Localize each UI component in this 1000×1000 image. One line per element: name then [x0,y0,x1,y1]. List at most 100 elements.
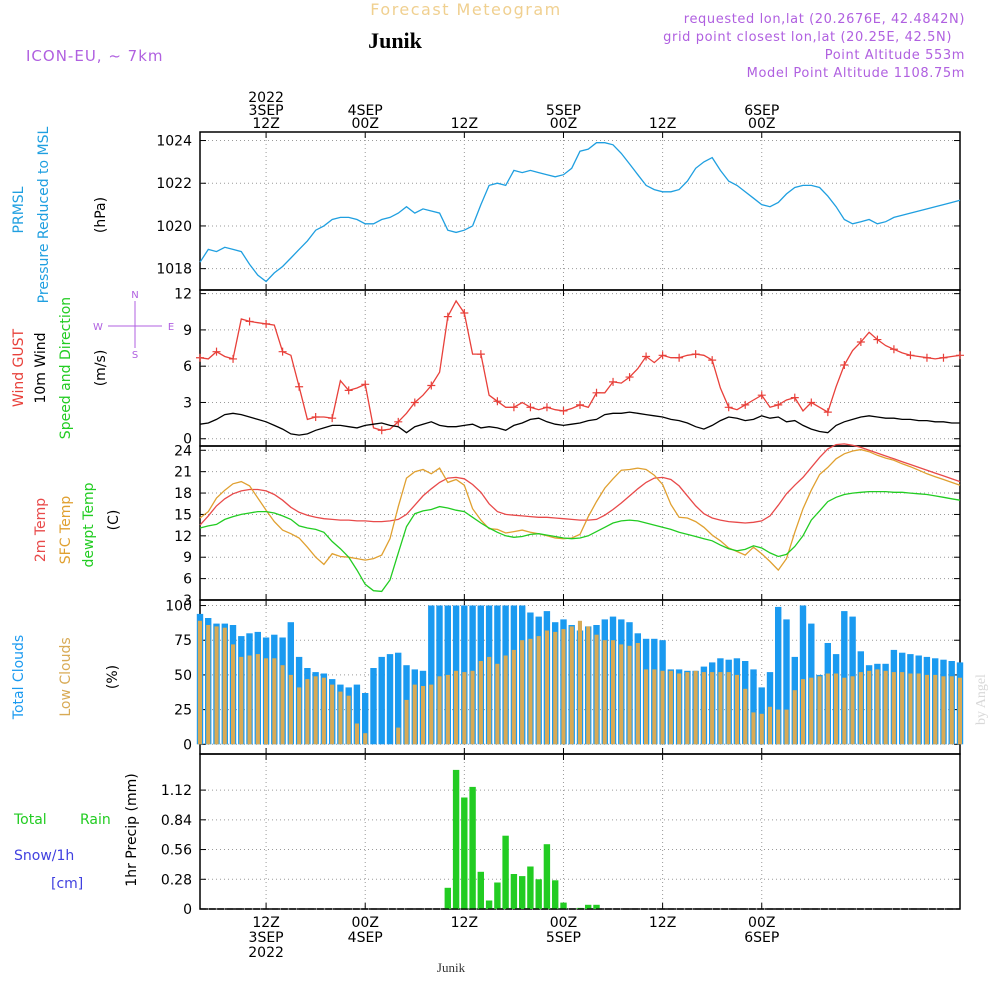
clouds-bar-1-58 [677,673,682,745]
pressure-series-line-0 [199,142,961,283]
gust-marker-16 [328,414,337,423]
clouds-label-low: Low Clouds [58,637,74,716]
clouds-bar-1-0 [197,620,202,745]
precipitation-bar-0-39 [519,876,526,909]
precipitation-ytick-label-2: 0.56 [161,843,192,859]
gust-marker-78 [840,360,849,369]
clouds-label-unit: (%) [105,665,121,689]
gust-marker-58 [675,353,684,362]
clouds-bar-1-87 [916,673,921,745]
precip-label: 1hr Precip (mm) [124,773,140,886]
temperature-ytick-label-5: 18 [174,486,192,502]
clouds-bar-1-29 [437,676,442,745]
wind-label-10m: 10m Wind [33,332,49,403]
gust-marker-6 [245,317,254,326]
pressure-panel: 1018 1020 1022 1024 [156,131,961,291]
clouds-bar-1-60 [693,670,698,745]
gust-marker-40 [526,403,535,412]
clouds-bar-1-28 [429,684,434,745]
clouds-bar-1-83 [883,670,888,745]
clouds-bar-1-53 [635,643,640,745]
clouds-bar-1-81 [867,670,872,745]
clouds-bar-0-19 [353,684,361,745]
wind-axis-labels: Wind GUST 10m Wind Speed and Direction (… [11,290,174,439]
clouds-bar-1-8 [264,658,269,745]
time-label-bottom-4-0: 12Z [649,915,676,931]
clouds-bar-1-2 [214,626,219,745]
clouds-bar-1-61 [701,672,706,745]
clouds-bar-0-30 [444,605,451,745]
clouds-ytick-label-4: 100 [165,599,192,615]
clouds-bar-1-67 [751,712,756,745]
precipitation-bar-0-40 [527,866,534,909]
clouds-bar-1-39 [520,640,525,745]
clouds-axis-labels: Total Clouds Low Clouds (%) [11,635,121,720]
precipitation-bar-0-35 [485,900,493,909]
clouds-bar-0-78 [841,611,848,745]
gust-marker-30 [443,312,452,321]
gust-marker-60 [691,350,700,359]
precipitation-bar-0-34 [477,871,484,909]
gust-marker-0 [196,353,204,362]
clouds-bar-1-63 [718,672,723,745]
clouds-bar-1-71 [784,709,789,745]
gust-marker-72 [790,393,799,402]
temperature-ytick-label-0: 3 [183,593,192,609]
gust-marker-22 [377,426,386,435]
clouds-bar-1-19 [354,723,359,745]
clouds-ytick-label-1: 25 [174,703,192,719]
gust-marker-70 [774,400,783,409]
clouds-bar-1-7 [255,654,260,745]
precipitation-frame [199,753,961,910]
wind-ytick-label-1: 3 [183,395,192,411]
precip-label-rain: Rain [80,812,111,828]
gust-marker-46 [576,400,584,409]
temperature-series-line-0 [199,443,961,526]
clouds-bar-1-82 [875,669,880,745]
compass-north: N [131,290,138,301]
wind-series-line-0 [199,299,961,431]
time-label-top-5-0: 6SEP [744,103,779,119]
time-label-bottom-5-0: 00Z [748,915,775,931]
clouds-bar-1-72 [792,690,797,745]
clouds-bar-1-48 [594,634,599,745]
clouds-bar-1-32 [462,672,467,745]
clouds-bar-1-13 [305,679,310,745]
precipitation-ytick-label-1: 0.28 [161,872,192,888]
time-label-bottom-0-1: 3SEP [249,930,284,946]
clouds-bar-1-73 [801,679,806,745]
time-label-top-1-1: 00Z [352,116,379,132]
clouds-bar-1-41 [536,636,541,745]
clouds-bar-1-24 [396,727,401,745]
clouds-bar-1-44 [561,629,566,745]
clouds-bar-1-40 [528,638,533,745]
clouds-bar-1-26 [412,684,417,745]
gust-marker-88 [922,353,931,362]
model-label: ICON-EU, ~ 7km [26,47,164,65]
clouds-bar-1-92 [957,677,962,745]
clouds-bar-0-24 [395,652,402,745]
clouds-bar-1-64 [726,672,731,745]
compass-west: W [93,322,103,333]
clouds-bar-0-29 [436,605,443,745]
temperature-panel: 3 6 9 12 15 18 21 24 [174,443,961,609]
clouds-bar-0-22 [378,656,385,745]
gust-marker-26 [410,398,419,407]
pressure-label-msl: Pressure Reduced to MSL [36,126,52,303]
clouds-bar-1-10 [280,665,285,745]
info-line-1: requested lon,lat (20.2676E, 42.4842N) [684,12,965,27]
pressure-label-unit: (hPa) [93,197,109,233]
clouds-bar-1-35 [487,656,492,745]
gust-marker-32 [460,308,469,317]
clouds-label-total: Total Clouds [11,635,27,720]
wind-ytick-label-3: 9 [183,323,192,339]
gust-marker-90 [939,353,948,362]
clouds-bar-1-1 [206,625,211,745]
precipitation-bar-0-48 [593,904,600,909]
precipitation-bar-0-36 [494,882,501,909]
time-label-top-4-0: 12Z [649,116,676,132]
temp-label-dewpt: dewpt Temp [81,482,97,567]
time-label-top-0-1: 3SEP [249,103,284,119]
precipitation-ytick-label-4: 1.12 [161,783,192,799]
